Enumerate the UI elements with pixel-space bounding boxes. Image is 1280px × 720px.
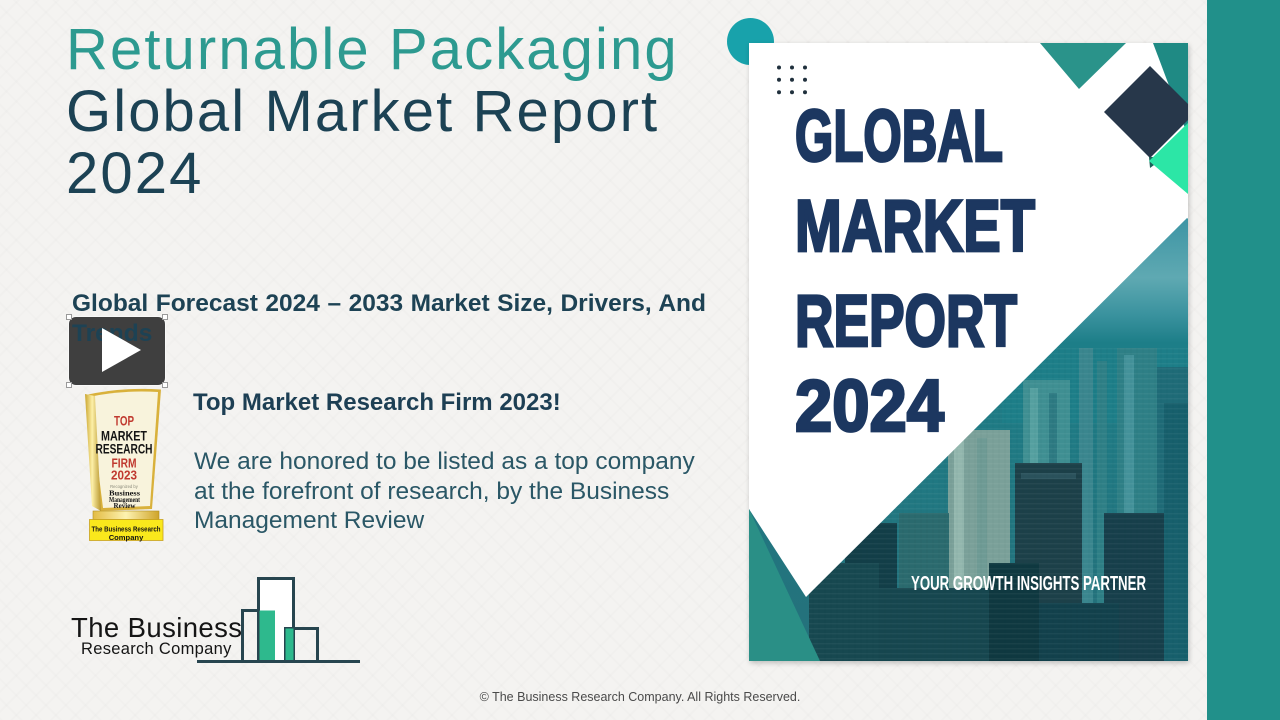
svg-text:MARKET: MARKET: [101, 427, 147, 443]
svg-text:Business: Business: [109, 491, 140, 498]
svg-text:Company: Company: [109, 533, 144, 542]
svg-text:FIRM: FIRM: [112, 456, 137, 471]
svg-text:Management: Management: [109, 497, 141, 504]
svg-text:REPORT: REPORT: [795, 281, 1017, 362]
svg-text:2023: 2023: [111, 468, 137, 483]
svg-text:GLOBAL: GLOBAL: [795, 96, 1003, 177]
svg-text:Recognized by: Recognized by: [110, 484, 139, 489]
svg-text:YOUR GROWTH INSIGHTS PARTNER: YOUR GROWTH INSIGHTS PARTNER: [911, 573, 1146, 595]
svg-text:The Business Research: The Business Research: [92, 525, 161, 534]
svg-text:MARKET: MARKET: [795, 186, 1035, 267]
svg-text:Review: Review: [114, 503, 136, 510]
svg-text:2024: 2024: [795, 366, 944, 447]
svg-text:TOP: TOP: [114, 412, 134, 428]
svg-text:RESEARCH: RESEARCH: [96, 442, 153, 457]
